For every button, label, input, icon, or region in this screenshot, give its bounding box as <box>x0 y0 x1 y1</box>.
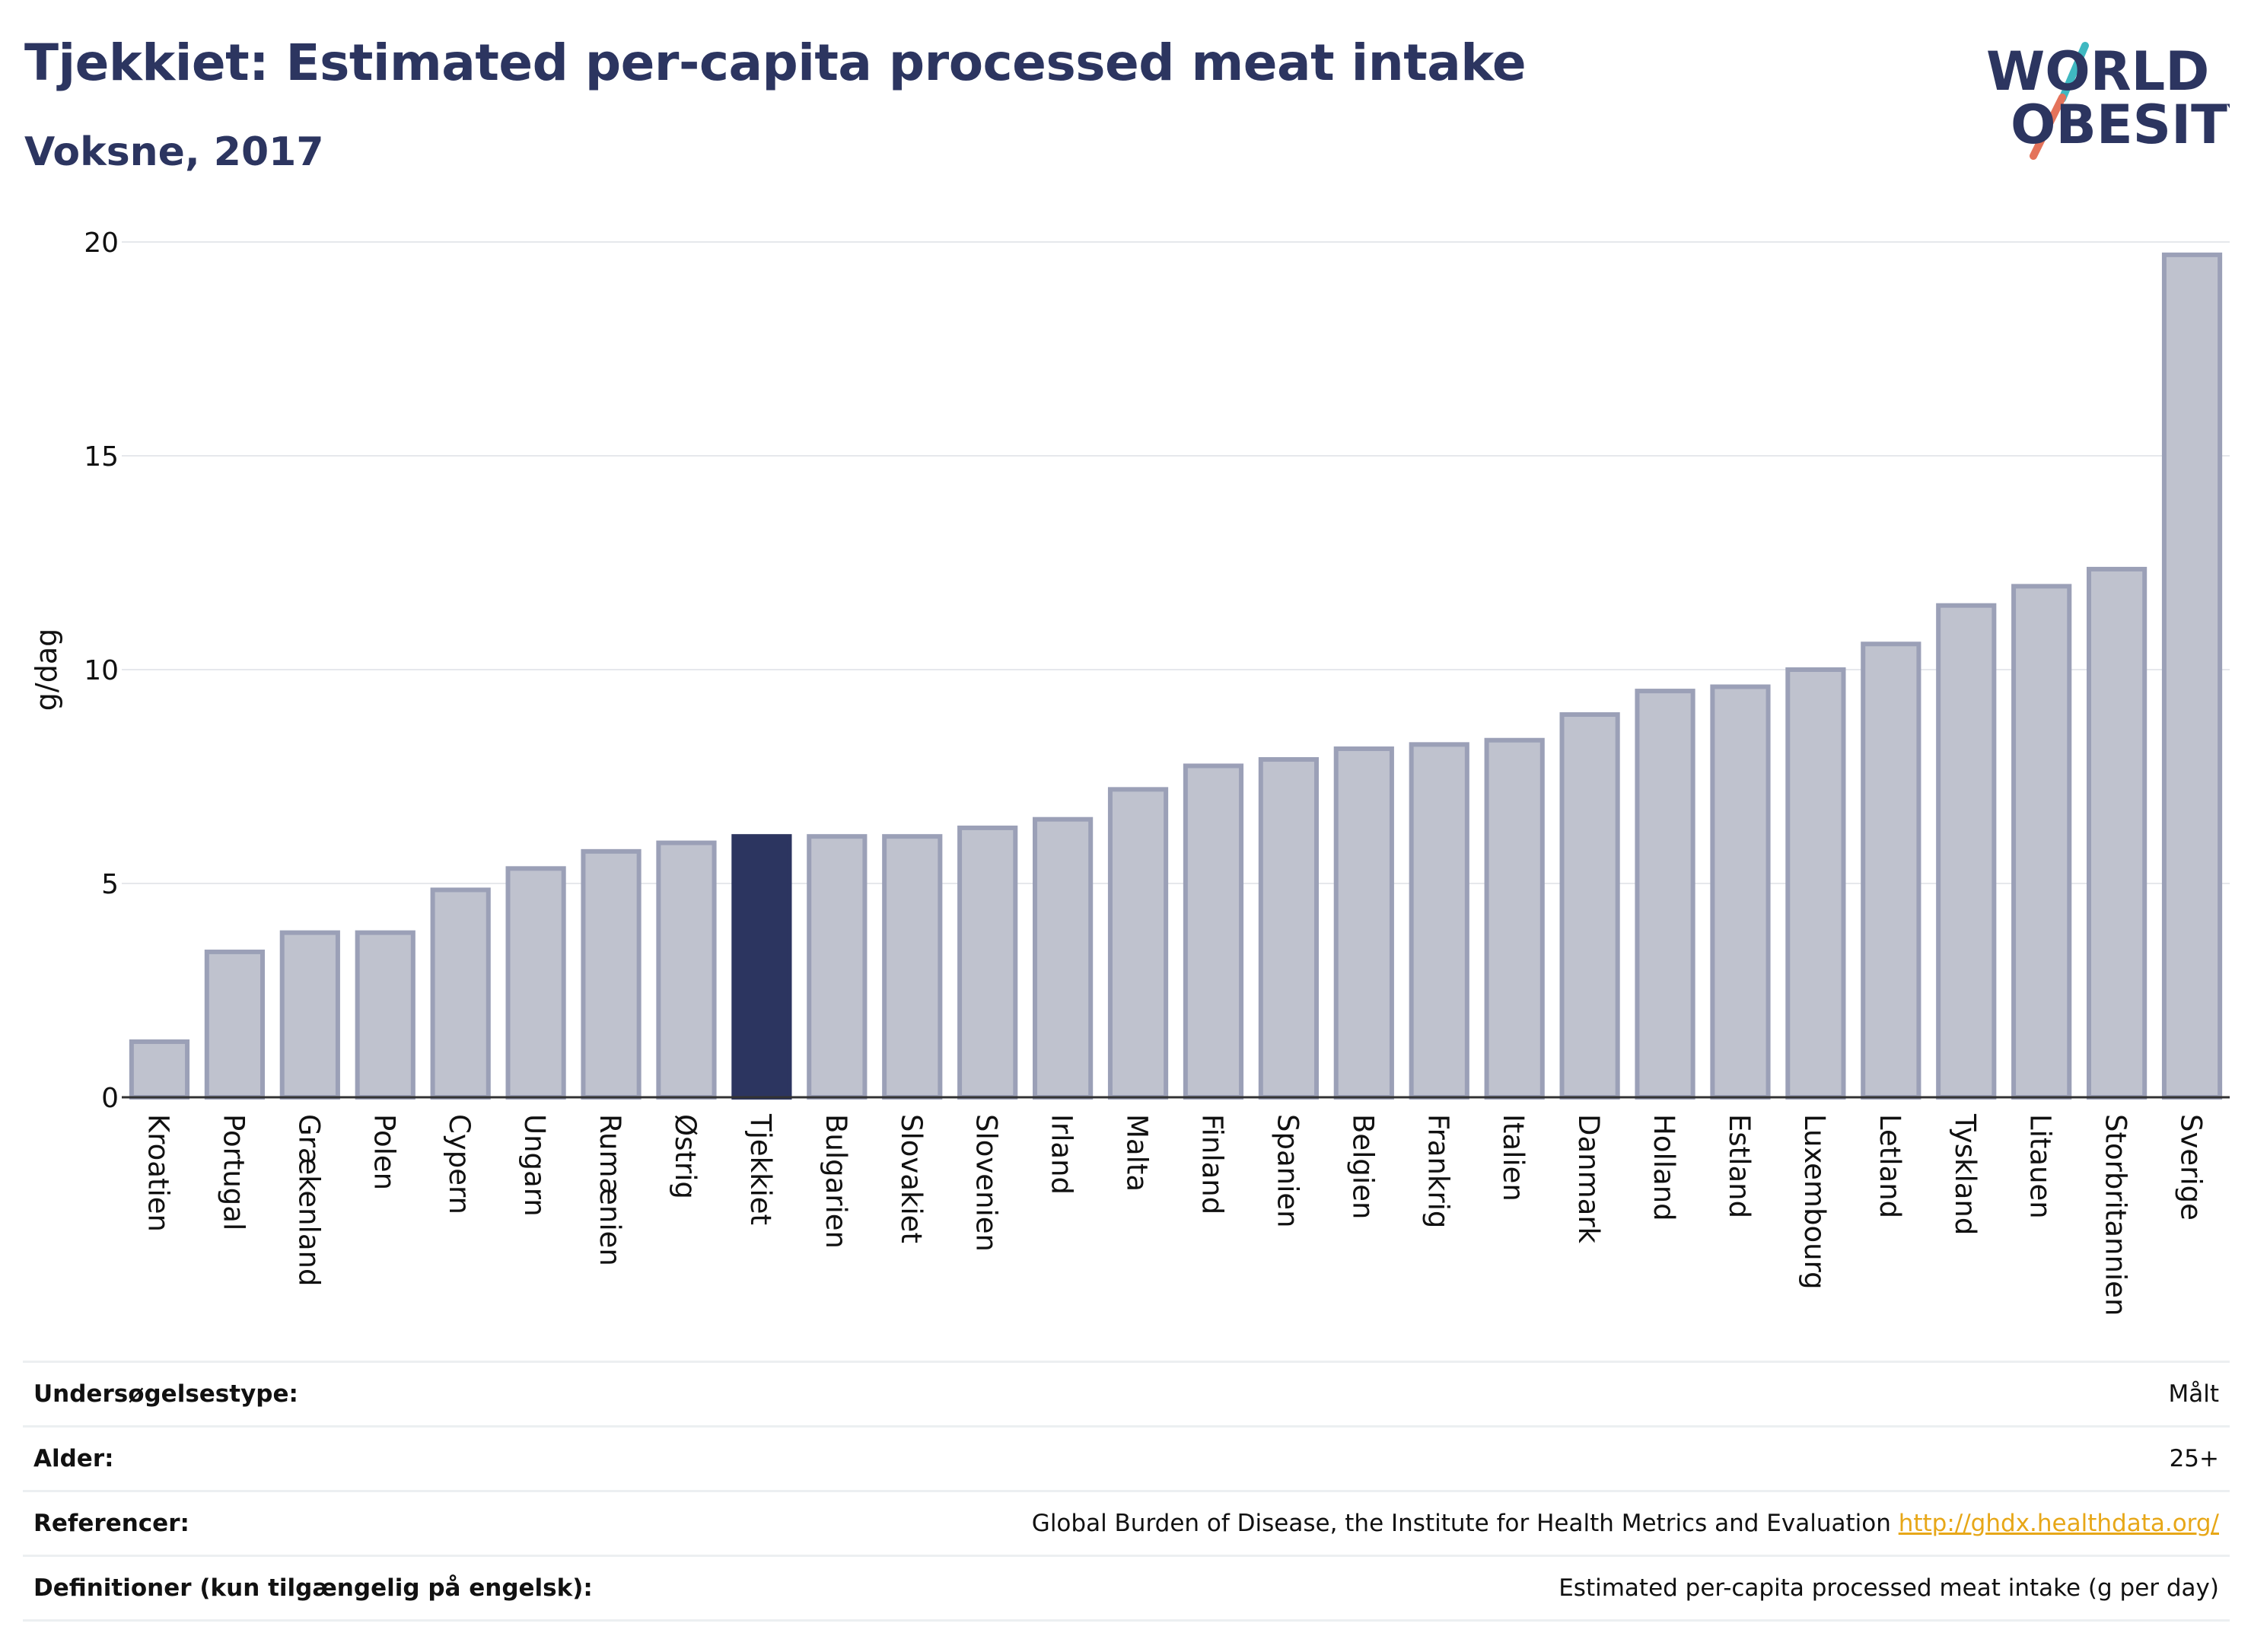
meta-value-text: Estimated per-capita processed meat inta… <box>1559 1574 2219 1602</box>
bar <box>957 825 1018 1100</box>
bar <box>279 930 340 1100</box>
meta-label: Referencer: <box>33 1510 189 1537</box>
bar <box>2161 252 2223 1100</box>
logo-slash-top <box>2058 42 2089 103</box>
bar <box>1785 667 1846 1100</box>
meta-row: Undersøgelsestype: Målt <box>23 1361 2230 1425</box>
y-tick-label: 10 <box>84 655 119 686</box>
meta-label: Alder: <box>33 1445 114 1472</box>
x-tick-label: Rumænien <box>594 1114 626 1266</box>
world-obesity-logo: WORLD OBESITY <box>1986 40 2230 160</box>
bar <box>129 1039 190 1100</box>
logo-line2: OBESITY <box>2011 94 2230 156</box>
bar <box>2011 584 2072 1100</box>
meta-row: Alder: 25+ <box>23 1425 2230 1490</box>
y-tick-label: 20 <box>84 228 119 259</box>
x-tick-label: Bulgarien <box>820 1114 852 1249</box>
x-tick-label: Litauen <box>2024 1114 2057 1219</box>
x-tick-label: Slovenien <box>970 1114 1003 1252</box>
bar <box>355 930 415 1100</box>
x-tick-label: Ungarn <box>518 1114 551 1217</box>
y-tick-label: 0 <box>101 1083 119 1114</box>
meta-row: Definitioner (kun tilgængelig på engelsk… <box>23 1555 2230 1622</box>
x-tick-label: Storbritannien <box>2100 1114 2132 1316</box>
x-tick-label: Østrig <box>669 1114 702 1199</box>
bar <box>1258 757 1319 1100</box>
x-tick-label: Luxembourg <box>1798 1114 1831 1290</box>
logo-line1: WORLD <box>1986 40 2209 103</box>
x-tick-label: Spanien <box>1271 1114 1304 1228</box>
x-tick-label: Tyskland <box>1949 1113 1982 1235</box>
bar <box>882 834 943 1100</box>
x-tick-label: Irland <box>1046 1114 1078 1195</box>
bar <box>1635 689 1695 1100</box>
meta-value: Global Burden of Disease, the Institute … <box>1032 1510 2219 1537</box>
chart-title: Tjekkiet: Estimated per-capita processed… <box>24 33 1527 92</box>
bar <box>1033 816 1094 1100</box>
x-tick-label: Holland <box>1648 1114 1680 1221</box>
meta-row: Referencer: Global Burden of Disease, the… <box>23 1490 2230 1555</box>
y-axis-title: g/dag <box>30 629 63 711</box>
bar <box>505 866 566 1100</box>
meta-value-text: Målt <box>2168 1380 2219 1408</box>
bar <box>581 848 642 1100</box>
y-tick-label: 5 <box>101 869 119 900</box>
bar <box>2087 566 2148 1100</box>
x-tick-label: Letland <box>1874 1114 1906 1218</box>
metadata-table: Undersøgelsestype: Målt Alder: 25+ Reference… <box>23 1361 2230 1622</box>
meta-value: Estimated per-capita processed meat inta… <box>1559 1574 2219 1602</box>
meta-value-text: 25+ <box>2169 1445 2219 1472</box>
bar <box>1559 712 1620 1100</box>
reference-link[interactable]: http://ghdx.healthdata.org/ <box>1898 1510 2219 1537</box>
x-tick-label: Danmark <box>1572 1114 1605 1244</box>
x-tick-label: Finland <box>1196 1114 1228 1214</box>
meta-label: Definitioner (kun tilgængelig på engelsk… <box>33 1574 593 1602</box>
bar <box>1861 641 1921 1100</box>
x-tick-label: Cypern <box>443 1114 476 1214</box>
x-tick-label: Belgien <box>1346 1114 1379 1219</box>
meta-label: Undersøgelsestype: <box>33 1380 298 1408</box>
x-tick-label: Polen <box>368 1114 400 1190</box>
logo-slash-bottom <box>2030 94 2066 160</box>
x-tick-label: Malta <box>1121 1114 1154 1192</box>
bar <box>1333 746 1394 1100</box>
bar <box>430 887 491 1100</box>
meta-value-text: Global Burden of Disease, the Institute … <box>1031 1510 1891 1537</box>
bar-highlighted <box>731 834 792 1100</box>
bar <box>1484 737 1545 1100</box>
x-tick-label: Italien <box>1497 1114 1530 1202</box>
x-tick-label: Grækenland <box>292 1114 325 1286</box>
bar-chart: 0 5 10 15 20 g/dag Kroatien Portugal Grækenland P… <box>30 228 2230 1316</box>
x-tick-label: Slovakiet <box>895 1114 928 1243</box>
bar <box>204 949 265 1100</box>
bar <box>656 840 717 1100</box>
x-tick-label: Sverige <box>2175 1114 2208 1221</box>
x-tick-label: Portugal <box>217 1114 250 1230</box>
bar <box>807 834 868 1100</box>
bar <box>1936 603 1997 1100</box>
bar <box>1107 787 1169 1100</box>
x-tick-label: Tjekkiet <box>744 1113 777 1225</box>
meta-value: 25+ <box>2170 1445 2219 1472</box>
x-tick-label: Estland <box>1723 1114 1756 1218</box>
meta-value: Målt <box>2168 1380 2219 1408</box>
y-tick-label: 15 <box>84 441 119 473</box>
bar <box>1183 763 1244 1100</box>
x-tick-label: Frankrig <box>1422 1114 1454 1228</box>
bar <box>1710 684 1771 1100</box>
bar <box>1409 742 1469 1100</box>
chart-subtitle: Voksne, 2017 <box>24 129 324 175</box>
x-tick-label: Kroatien <box>142 1114 174 1232</box>
